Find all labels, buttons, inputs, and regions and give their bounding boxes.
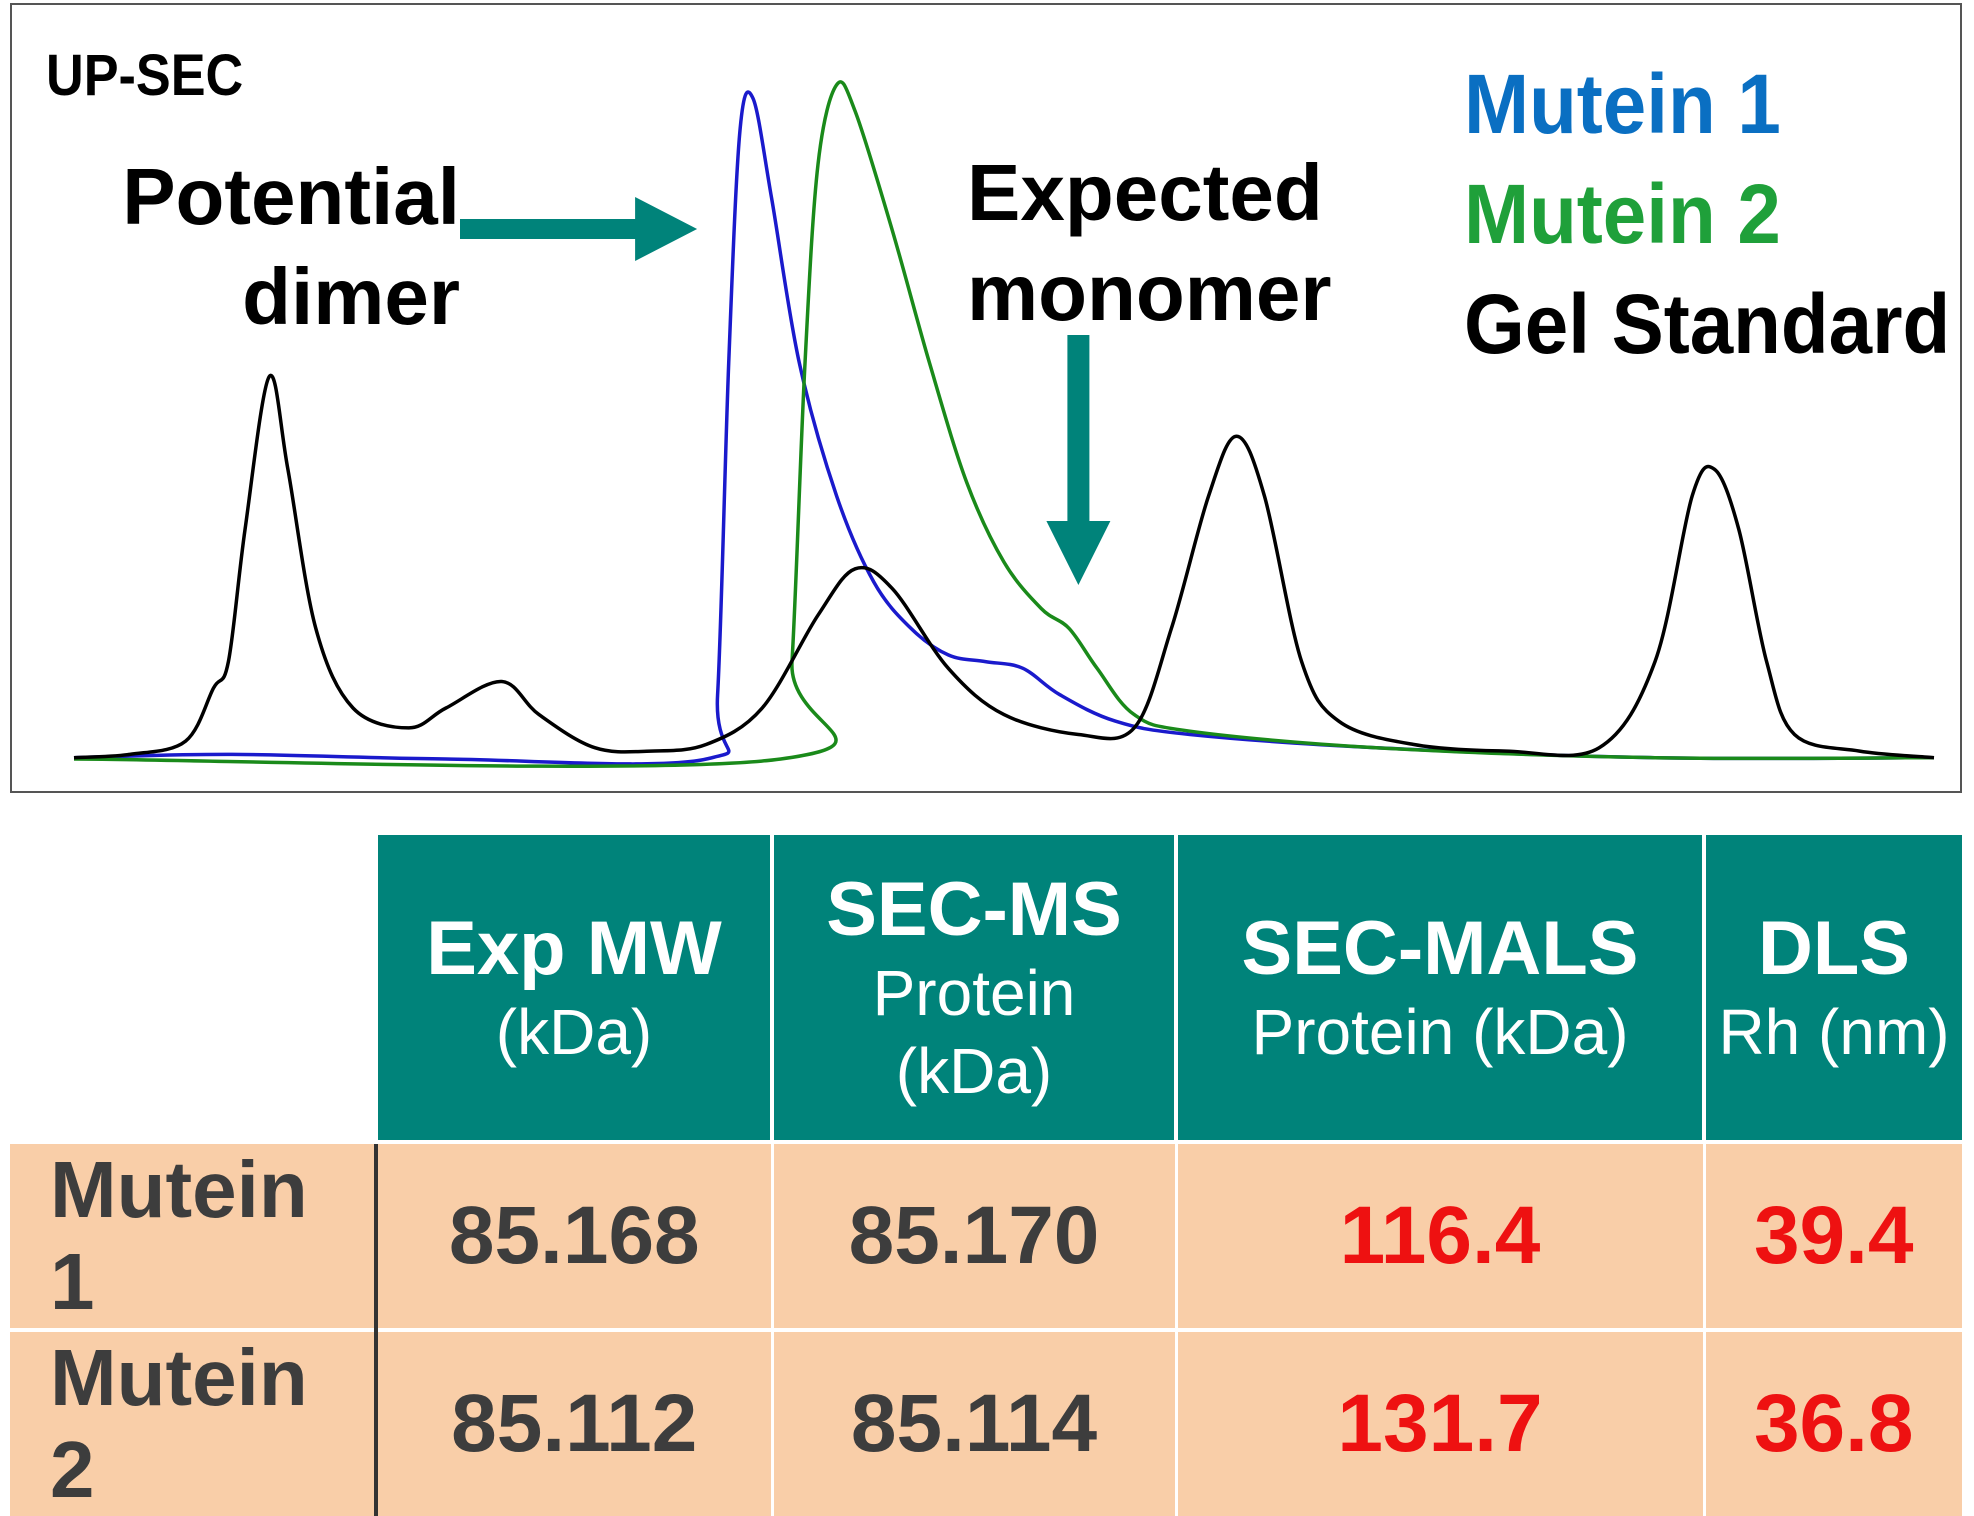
series-line-mutein-1: [73, 90, 1935, 766]
chart-title: UP-SEC: [46, 43, 244, 108]
annotation-arrows: [460, 197, 1111, 585]
legend: Mutein 1 Mutein 2 Gel Standard: [1464, 49, 1974, 379]
header-sec-mals: SEC-MALS Protein (kDa): [1174, 835, 1704, 1142]
header-main: Exp MW: [426, 905, 722, 991]
legend-entry-gel-standard: Gel Standard: [1464, 277, 1951, 371]
arrow-right-icon: [460, 197, 698, 261]
header-main: SEC-MALS: [1241, 905, 1639, 991]
cell-sec-ms: 85.170: [770, 1140, 1176, 1330]
header-blank-cell: [10, 835, 376, 1142]
annotation-monomer-line-1: Expected: [967, 148, 1323, 237]
cell-dls: 36.8: [1702, 1328, 1962, 1516]
row-label: Mutein 1: [10, 1140, 378, 1330]
table-row: Mutein 2 85.112 85.114 131.7 36.8: [10, 1328, 1962, 1516]
header-exp-mw: Exp MW (kDa): [374, 835, 772, 1142]
chart-panel: UP-SEC Potential dimer Expected monomer …: [10, 3, 1962, 793]
annotation-expected-monomer: Expected monomer: [967, 143, 1367, 343]
legend-entry-mutein-1: Mutein 1: [1464, 57, 1781, 151]
chromatogram-plot: [73, 80, 1935, 768]
cell-sec-mals: 131.7: [1174, 1328, 1704, 1516]
header-sub: Rh (nm): [1718, 995, 1950, 1068]
table-header-row: Exp MW (kDa) SEC-MS Protein (kDa) SEC-MA…: [10, 835, 1962, 1142]
table-row: Mutein 1 85.168 85.170 116.4 39.4: [10, 1140, 1962, 1330]
series-line-gel-standard: [73, 373, 1935, 760]
header-main: SEC-MS: [826, 866, 1122, 952]
legend-entry-mutein-2: Mutein 2: [1464, 167, 1781, 261]
series-layer: [73, 80, 1935, 768]
annotation-potential-dimer: Potential dimer: [108, 147, 460, 347]
header-sub: Protein: [872, 956, 1076, 1029]
results-table: Exp MW (kDa) SEC-MS Protein (kDa) SEC-MA…: [10, 835, 1962, 1516]
annotation-dimer-line-1: Potential: [122, 152, 460, 241]
header-sec-ms: SEC-MS Protein (kDa): [770, 835, 1176, 1142]
header-sub: (kDa): [495, 995, 653, 1068]
cell-dls: 39.4: [1702, 1140, 1962, 1330]
cell-sec-mals: 116.4: [1174, 1140, 1704, 1330]
header-main: DLS: [1758, 905, 1910, 991]
cell-exp-mw: 85.112: [374, 1328, 772, 1516]
row-label: Mutein 2: [10, 1328, 378, 1516]
header-sub: (kDa): [895, 1034, 1053, 1107]
annotation-dimer-line-2: dimer: [242, 252, 460, 341]
arrow-down-icon: [1046, 335, 1111, 585]
cell-sec-ms: 85.114: [770, 1328, 1176, 1516]
annotation-monomer-line-2: monomer: [967, 248, 1332, 337]
series-line-mutein-2: [73, 80, 1935, 768]
header-dls: DLS Rh (nm): [1702, 835, 1962, 1142]
header-sub: Protein (kDa): [1251, 995, 1629, 1068]
cell-exp-mw: 85.168: [374, 1140, 772, 1330]
